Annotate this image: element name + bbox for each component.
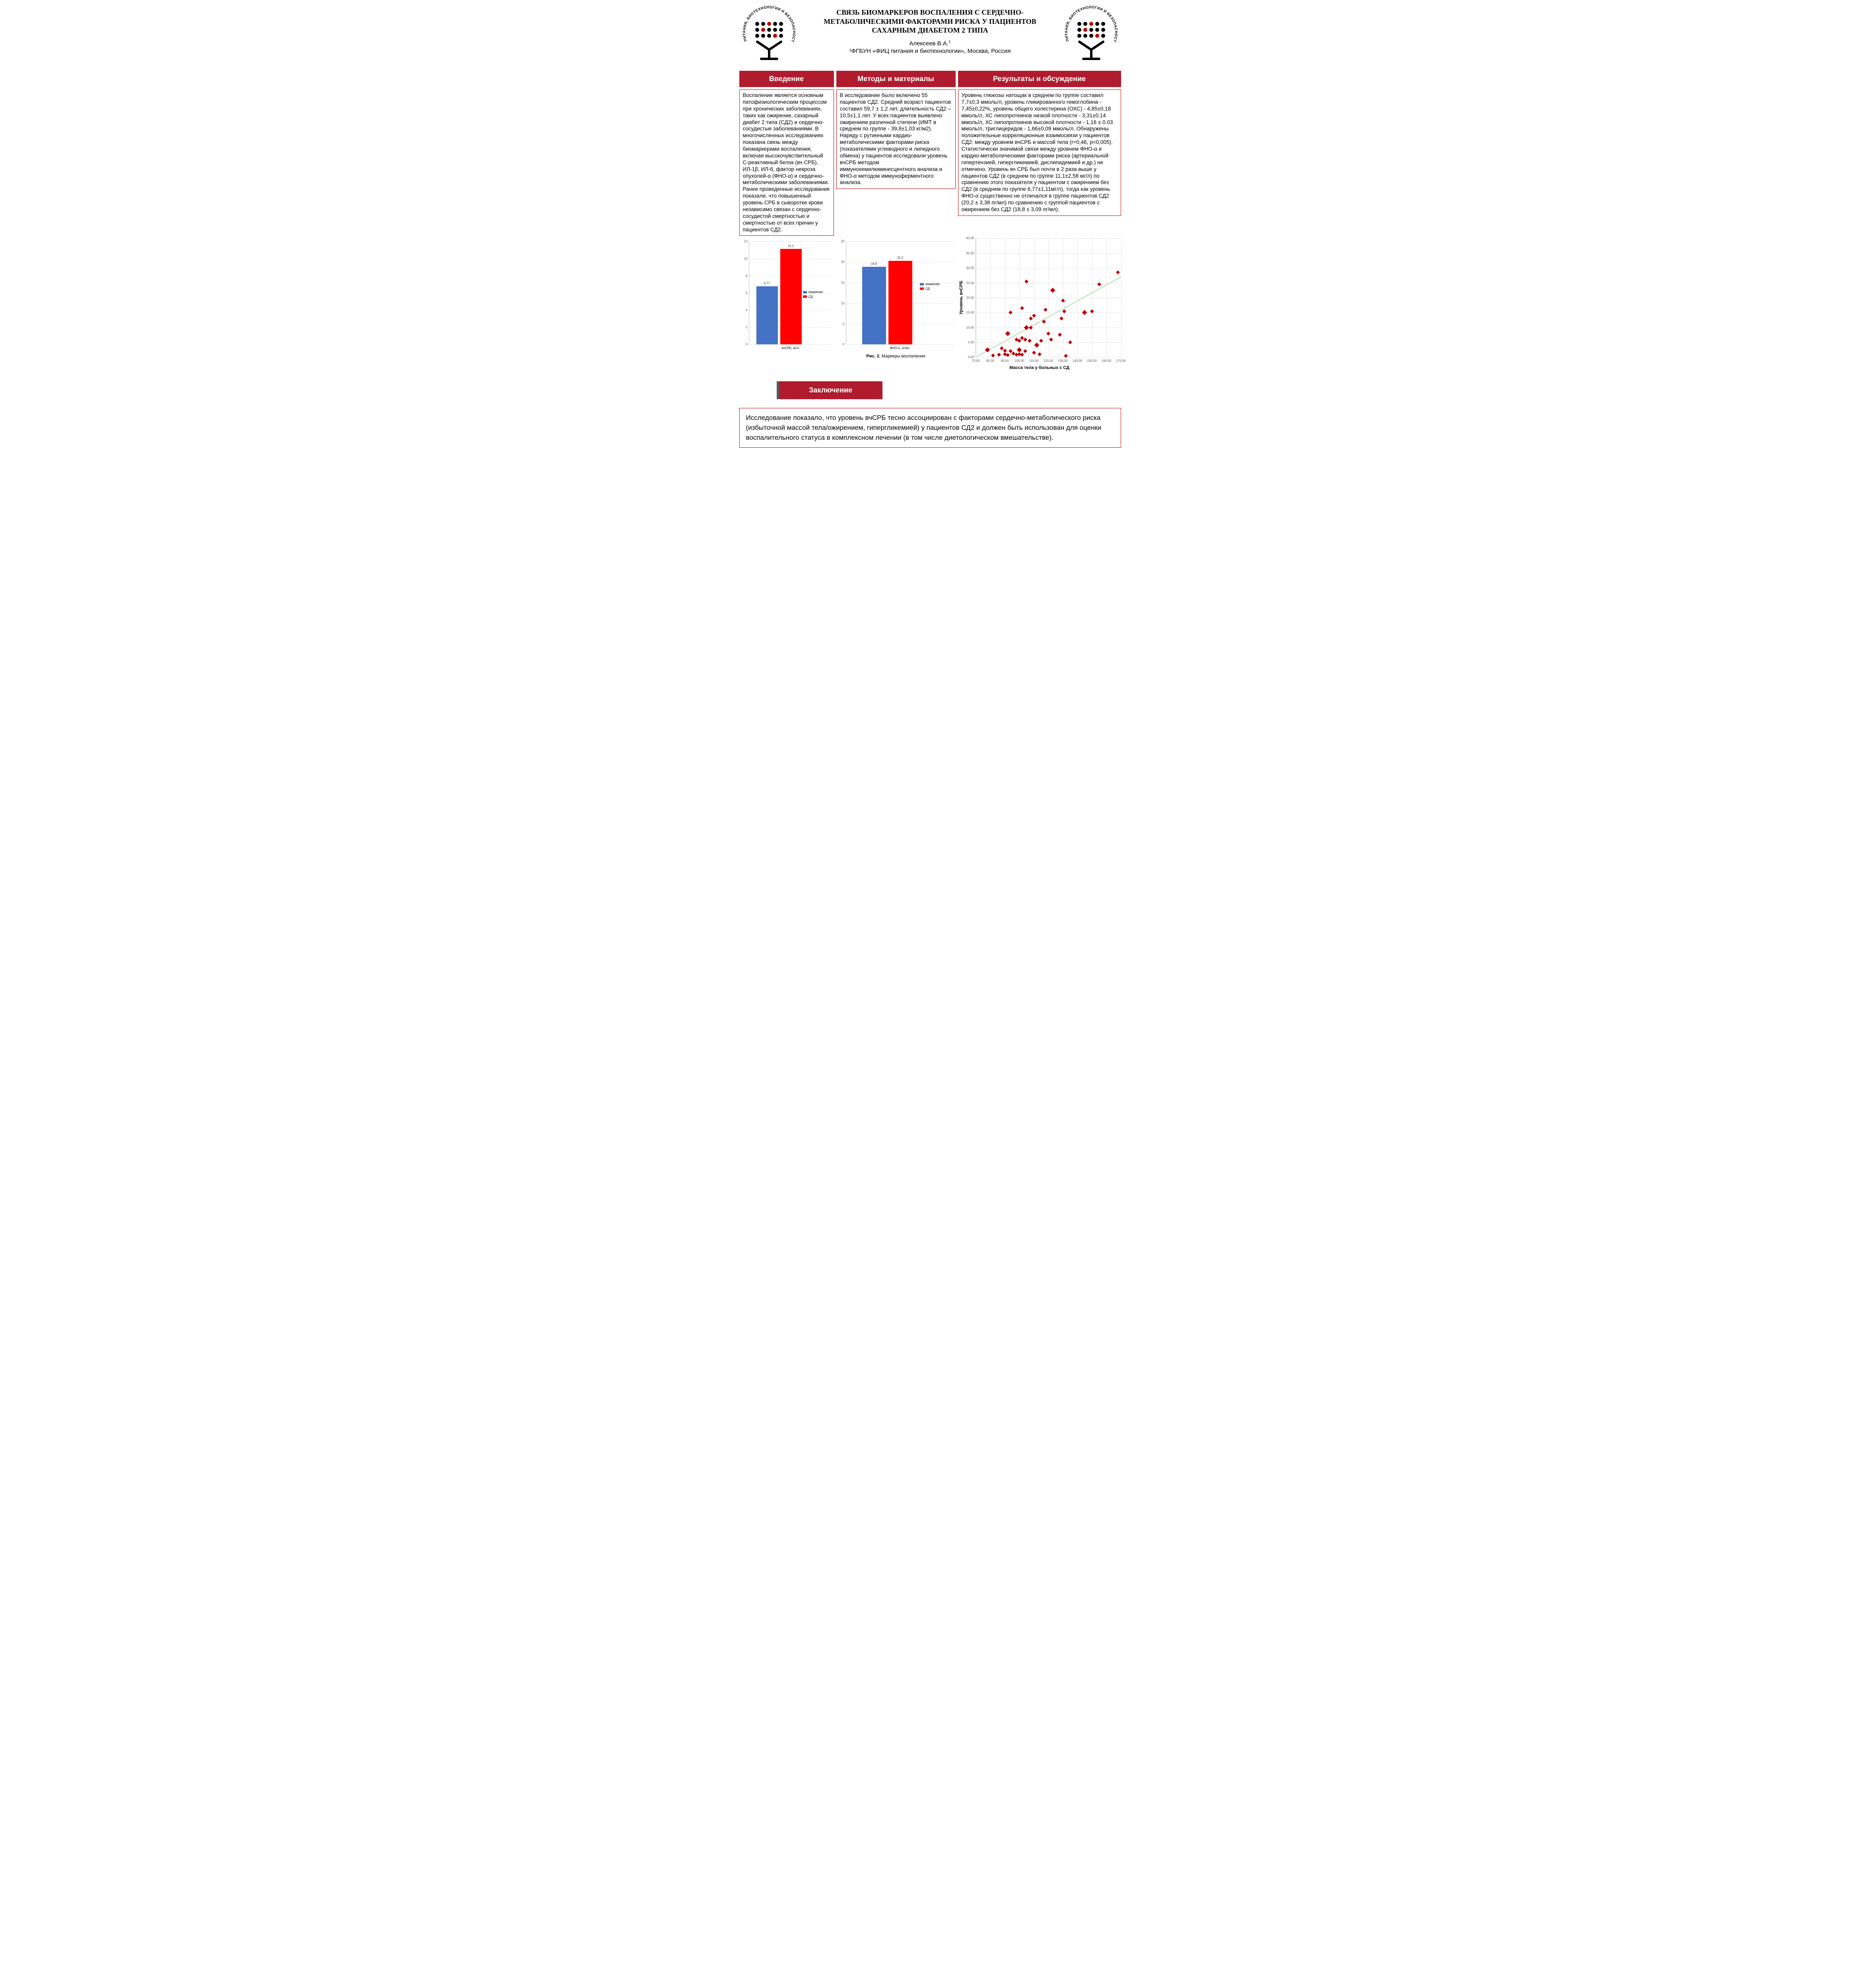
section-bar-conclusion: Заключение [779, 381, 882, 399]
poster-affiliation: ¹ФГБУН «ФИЦ питания и биотехнологии», Мо… [803, 48, 1057, 54]
chart2-caption: Рис. 2. Маркеры воспаления [836, 354, 956, 359]
chart1-xlabel: вчСРБ, мг/л [749, 346, 832, 350]
chart-fno-alpha: 051015202518,820,2 ФНО-α, пг/мл ожирение… [836, 238, 956, 351]
intro-text: Воспаление является основным патофизиоло… [739, 89, 834, 236]
poster-author: Алексеев В.А.1 [803, 40, 1057, 47]
conclusion-text: Исследование показало, что уровень вчСРБ… [739, 408, 1121, 448]
logo-right: ПИТАНИЯ, БИОТЕХНОЛОГИИ И БЕЗОПАСНОСТИ ПИ… [1061, 4, 1121, 64]
poster-title: СВЯЗЬ БИОМАРКЕРОВ ВОСПАЛЕНИЯ С СЕРДЕЧНО-… [803, 8, 1057, 35]
scatter-xlabel: Масса тела у больных с СД [958, 365, 1121, 370]
results-text: Уровень глюкозы натощак в среднем по гру… [958, 89, 1121, 216]
logo-dots-left [755, 22, 783, 38]
logo-dots-right [1077, 22, 1105, 38]
poster-header: ПИТАНИЯ, БИОТЕХНОЛОГИИ И БЕЗОПАСНОСТИ ПИ… [739, 4, 1121, 64]
section-bar-methods: Методы и материалы [836, 71, 956, 87]
scatter-plot: Уровень вчСРБ 0,005,0010,0015,0020,0025,… [958, 238, 1121, 357]
chart-vchsrb: 0246810126,7711,1 вчСРБ, мг/л ожирениеСД [739, 238, 834, 351]
section-bar-intro: Введение [739, 71, 834, 87]
scatter-ylabel: Уровень вчСРБ [958, 238, 964, 357]
chart2-xlabel: ФНО-α, пг/мл [846, 346, 954, 350]
methods-text: В исследование было включено 55 пациенто… [836, 89, 956, 189]
logo-left: ПИТАНИЯ, БИОТЕХНОЛОГИИ И БЕЗОПАСНОСТИ ПИ… [739, 4, 799, 64]
section-bar-results: Результаты и обсуждение [958, 71, 1121, 87]
